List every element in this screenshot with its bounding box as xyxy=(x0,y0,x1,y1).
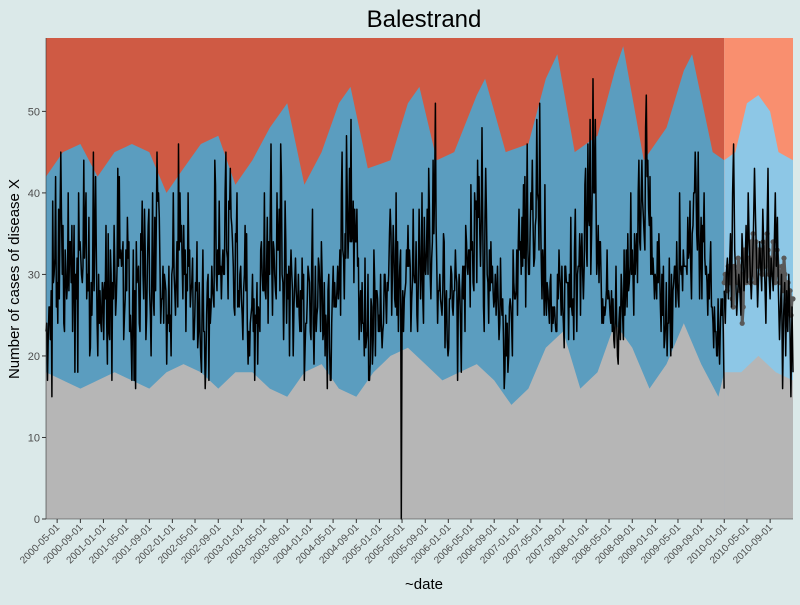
y-tick-label: 0 xyxy=(34,514,40,526)
plot-area xyxy=(45,38,796,520)
forecast-point xyxy=(739,320,745,326)
forecast-point xyxy=(779,263,785,269)
x-axis: 2000-05-012000-09-012001-01-012001-05-01… xyxy=(18,518,793,566)
lower-band xyxy=(46,323,725,519)
y-tick-label: 20 xyxy=(28,351,40,363)
observed-forecast-line xyxy=(723,143,794,398)
forecast-point xyxy=(740,304,746,310)
forecast-point xyxy=(735,255,741,261)
y-axis: 0 10 20 30 40 50 xyxy=(28,38,47,526)
chart-title: Balestrand xyxy=(367,6,482,33)
y-tick-label: 10 xyxy=(28,432,40,444)
forecast-point xyxy=(781,255,787,261)
forecast-point xyxy=(736,263,742,269)
lower-band xyxy=(724,355,793,519)
x-axis-label: ~date xyxy=(405,576,443,593)
y-tick-label: 40 xyxy=(28,188,40,200)
forecast-point xyxy=(790,296,796,302)
y-tick-label: 50 xyxy=(28,106,40,118)
history-bands xyxy=(46,38,725,519)
y-tick-label: 30 xyxy=(28,269,40,281)
y-axis-label: Number of cases of disease X xyxy=(6,179,23,379)
forecast-point xyxy=(782,271,788,277)
observed-line xyxy=(45,78,725,520)
